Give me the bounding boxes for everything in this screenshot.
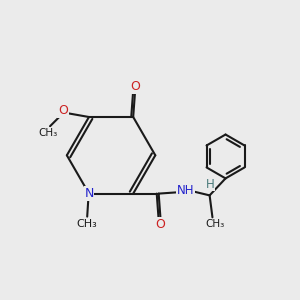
Text: CH₃: CH₃ — [206, 219, 225, 230]
Text: N: N — [84, 187, 94, 200]
Text: CH₃: CH₃ — [77, 219, 98, 230]
Text: H: H — [206, 178, 215, 190]
Text: NH: NH — [177, 184, 195, 196]
Text: O: O — [130, 80, 140, 93]
Text: O: O — [155, 218, 165, 230]
Text: CH₃: CH₃ — [39, 128, 58, 138]
Text: O: O — [58, 104, 68, 118]
